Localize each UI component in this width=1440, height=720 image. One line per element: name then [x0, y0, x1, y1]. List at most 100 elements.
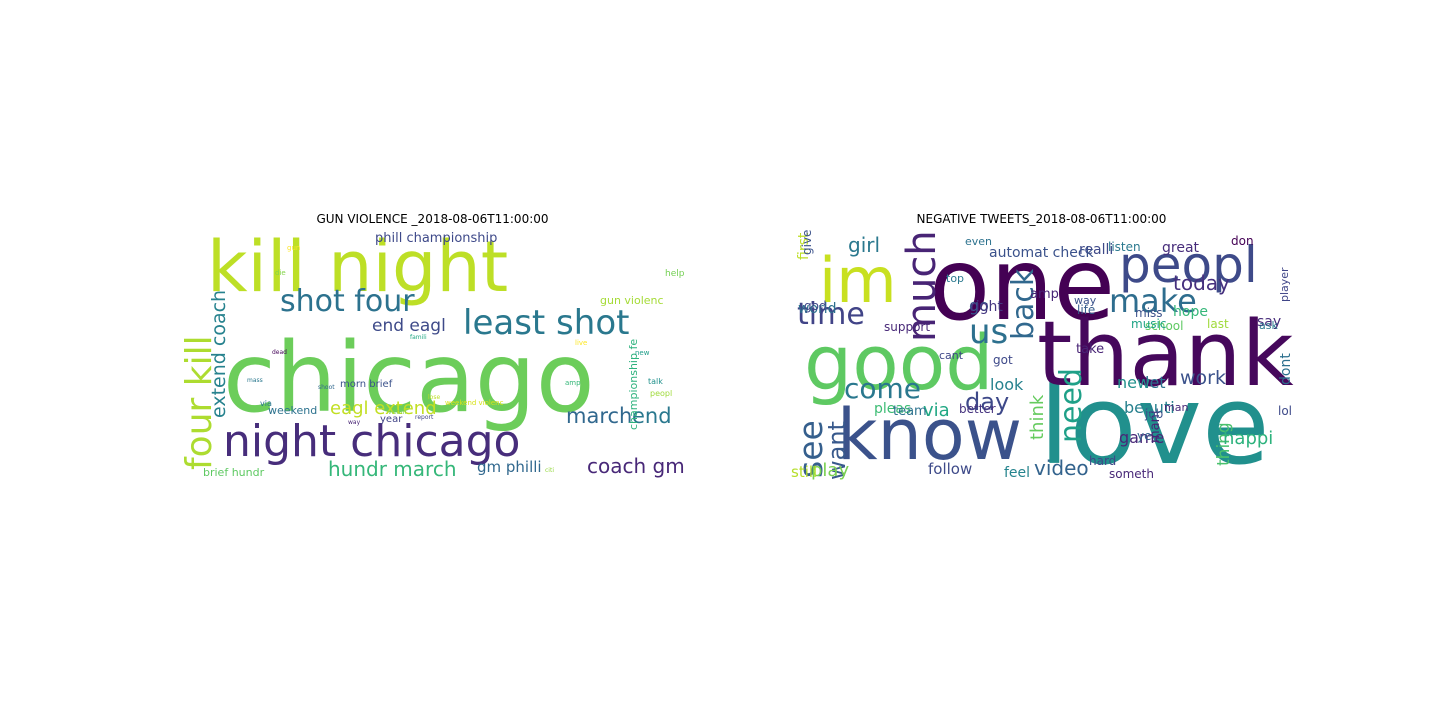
cloud-word: work [1180, 367, 1226, 389]
wordcloud-panel-left: GUN VIOLENCE _2018-08-06T11:00:00 chicag… [180, 212, 685, 480]
cloud-word: night chicago [223, 416, 521, 467]
cloud-word: peopl [1119, 236, 1258, 294]
cloud-word: dont [1278, 353, 1294, 385]
cloud-word: play [811, 460, 850, 480]
cloud-word: via [260, 399, 272, 408]
cloud-word: hope [1173, 304, 1208, 320]
cloud-word: shot four [280, 284, 415, 319]
cloud-word: beauti [1124, 398, 1175, 417]
cloud-word: mass [247, 377, 263, 384]
cloud-word: game [1119, 428, 1165, 447]
cloud-word: don [1231, 234, 1254, 248]
cloud-word: school [1145, 319, 1184, 333]
cloud-word: got [993, 353, 1013, 367]
cloud-word: talk [648, 377, 663, 386]
cloud-word: great [1162, 240, 1200, 256]
cloud-word: thank [1037, 302, 1294, 407]
cloud-word: someth [1109, 467, 1154, 480]
cloud-word: year [380, 414, 403, 425]
cloud-word: way [348, 419, 361, 426]
cloud-word: new [635, 349, 650, 357]
cloud-word: hundr march [328, 457, 457, 480]
cloud-word: player [1278, 267, 1291, 302]
cloud-word: team [893, 404, 927, 419]
cloud-word: happi [1223, 428, 1274, 449]
cloud-word: go [969, 296, 989, 315]
cloud-word: cant [939, 349, 964, 362]
cloud-word: girl [848, 233, 881, 257]
cloud-word: back [1006, 268, 1041, 340]
cloud-word: citi [545, 467, 554, 474]
cloud-word: report [415, 414, 434, 421]
cloud-word: end [632, 404, 672, 428]
cloud-word: eagl extend [330, 398, 437, 419]
cloud-word: world [798, 301, 837, 317]
cloud-word: last [1207, 317, 1229, 331]
cloud-word: come [844, 372, 922, 405]
panel-title: GUN VIOLENCE _2018-08-06T11:00:00 [316, 212, 549, 226]
cloud-word: right [970, 299, 1003, 315]
cloud-word: phill championship [375, 231, 498, 246]
cloud-word: automat check [989, 245, 1094, 261]
cloud-word: know [837, 394, 1022, 476]
cloud-word: god [804, 299, 827, 313]
cloud-word: us [969, 312, 1009, 352]
cloud-word: look [990, 375, 1024, 394]
cloud-word: better [959, 402, 996, 416]
cloud-word: day [965, 388, 1010, 416]
cloud-word: gun violenc [600, 294, 664, 307]
cloud-word: music [1131, 317, 1167, 331]
cloud-word: extend coach [208, 289, 230, 418]
cloud-word: support [884, 320, 931, 334]
cloud-word: man [1164, 401, 1189, 414]
cloud-word: brief hundr [203, 466, 265, 479]
cloud-word: via [923, 400, 950, 421]
cloud-word: life [1077, 303, 1096, 317]
wordcloud-panel-right: NEGATIVE TWEETS_2018-08-06T11:00:00 love… [789, 212, 1294, 480]
cloud-word: least shot [463, 303, 630, 343]
cloud-word: make [1109, 282, 1197, 320]
cloud-word: dead [272, 349, 287, 356]
cloud-word: help [665, 269, 685, 279]
cloud-word: think [1027, 394, 1048, 440]
panel-title: NEGATIVE TWEETS_2018-08-06T11:00:00 [916, 212, 1167, 226]
cloud-word: march [566, 404, 633, 428]
cloud-word: still [791, 463, 818, 480]
cloud-word: top [946, 272, 965, 285]
cloud-word: let [1145, 373, 1166, 392]
cloud-word: live [575, 339, 588, 347]
cloud-word: gm philli [477, 458, 542, 476]
cloud-word: job [1145, 407, 1164, 421]
cloud-word: amp [565, 379, 581, 387]
cloud-word: follow [928, 460, 973, 478]
cloud-word: new [1117, 373, 1151, 392]
cloud-word: coach gm [587, 454, 685, 478]
cloud-word: pleas [874, 401, 912, 417]
cloud-word: realli [1079, 242, 1114, 258]
cloud-word: time [797, 297, 865, 332]
cloud-word: listen [1108, 240, 1141, 254]
cloud-word: end eagl [372, 316, 446, 336]
wordcloud-left: chicago kill night night chicago least shot… [180, 230, 685, 480]
cloud-word: famili [410, 334, 427, 341]
wordcloud-right: love one thank know good peopl im make much us tim… [789, 230, 1294, 480]
cloud-word: one [929, 230, 1116, 343]
cloud-word: kill night [207, 230, 509, 308]
cloud-word: im [819, 244, 897, 317]
cloud-word: die [275, 269, 286, 277]
cloud-word: need [1054, 368, 1089, 443]
cloud-word: lol [1278, 404, 1293, 418]
cloud-word: weekend violenc [445, 399, 504, 407]
cloud-word: morn brief [340, 379, 393, 390]
cloud-word: ask [1259, 319, 1278, 332]
cloud-word: ye [1137, 429, 1152, 443]
cloud-word: even [965, 235, 993, 248]
cloud-word: amp [1030, 287, 1059, 302]
cloud-word: miss [1135, 306, 1163, 320]
cloud-word: peopl [650, 389, 673, 398]
cloud-word: good [804, 318, 994, 407]
cloud-word: lose [428, 394, 441, 401]
cloud-word: chicago [223, 322, 595, 434]
cloud-word: hard [1089, 454, 1117, 468]
cloud-word: feel [1004, 465, 1031, 480]
